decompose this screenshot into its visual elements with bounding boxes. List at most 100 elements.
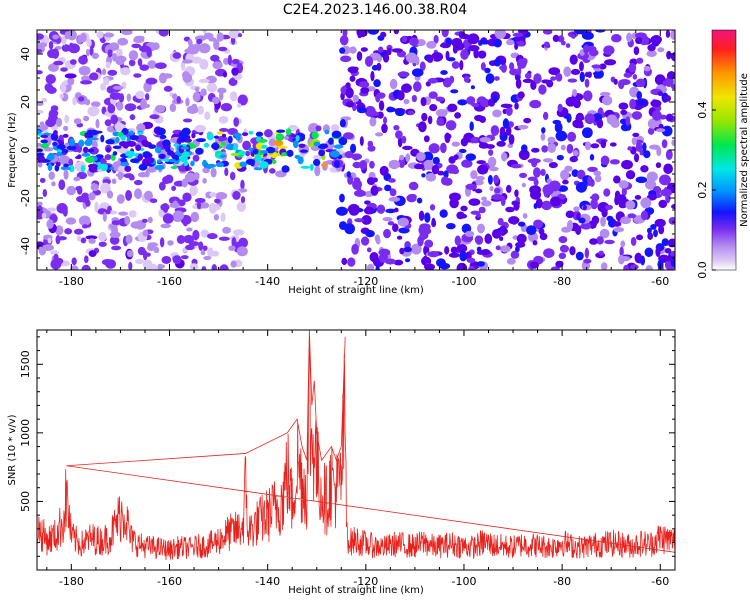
heatmap-cell <box>59 93 64 99</box>
heatmap-cell <box>392 223 399 232</box>
heatmap-cell <box>437 170 445 176</box>
heatmap-cell <box>62 133 69 138</box>
heatmap-cell <box>252 149 259 155</box>
heatmap-cell <box>60 166 67 171</box>
heatmap-cell <box>88 165 98 173</box>
heatmap-cell <box>147 144 157 149</box>
heatmap-cell <box>159 237 165 248</box>
heatmap-cell <box>192 229 200 241</box>
heatmap-cell <box>429 103 438 112</box>
heatmap-cell <box>590 143 600 149</box>
heatmap-cell <box>333 144 344 149</box>
heatmap-cell <box>572 98 581 109</box>
heatmap-cell <box>128 59 136 67</box>
heatmap-cell <box>543 248 555 258</box>
heatmap-cell <box>351 153 363 160</box>
heatmap-cell <box>476 261 485 267</box>
heatmap-cell <box>66 145 77 151</box>
heatmap-cell <box>347 257 356 267</box>
heatmap-cell <box>397 71 410 78</box>
heatmap-cell <box>494 30 507 39</box>
heatmap-cell <box>609 142 617 147</box>
heatmap-cell <box>292 140 299 149</box>
heatmap-cell <box>456 262 468 270</box>
heatmap-cell <box>344 151 354 159</box>
heatmap-cell <box>208 203 217 214</box>
heatmap-cell <box>389 78 398 90</box>
heatmap-cell <box>133 36 145 44</box>
heatmap-cell <box>339 55 352 63</box>
heatmap-cell <box>172 211 183 223</box>
snr-x-ticks: -180 -160 -140 -120 -100 -80 -60 <box>46 330 669 588</box>
heatmap-cell <box>211 142 220 150</box>
heatmap-cell <box>315 125 322 132</box>
heatmap-cell <box>513 201 520 211</box>
heatmap-cell <box>199 58 209 70</box>
heatmap-cell <box>232 190 241 200</box>
heatmap-cell <box>585 45 597 53</box>
heatmap-cell <box>411 243 422 255</box>
heatmap-cell <box>258 138 268 143</box>
heatmap-cell <box>427 115 433 125</box>
heatmap-cell <box>147 216 153 224</box>
heatmap-cell <box>540 168 546 177</box>
heatmap-cell <box>658 199 668 209</box>
heatmap-cell <box>518 40 525 47</box>
heatmap-cell <box>37 129 42 135</box>
heatmap-cell <box>70 265 79 270</box>
heatmap-cell <box>565 43 571 48</box>
heatmap-cell <box>565 210 575 219</box>
heatmap-cell <box>578 217 586 224</box>
snr-panel: -180 -160 -140 -120 -100 -80 -60 500 1000 1500 H… <box>7 329 676 596</box>
heatmap-cell <box>101 68 107 76</box>
heatmap-cell <box>239 161 247 168</box>
heatmap-cell <box>654 218 666 228</box>
heatmap-cell <box>146 47 152 58</box>
heatmap-cell <box>435 96 445 102</box>
heatmap-cell <box>451 61 460 69</box>
heatmap-cell <box>254 154 262 163</box>
heatmap-cell <box>220 212 226 222</box>
heatmap-cell <box>555 130 568 142</box>
heatmap-cell <box>181 151 190 158</box>
heatmap-cell <box>37 162 43 168</box>
heatmap-cell <box>197 105 205 115</box>
heatmap-cell <box>533 202 538 210</box>
heatmap-cell <box>647 44 656 52</box>
heatmap-cell <box>668 217 675 225</box>
heatmap-cell <box>128 50 139 61</box>
heatmap-cell <box>94 201 99 213</box>
heatmap-cell <box>530 189 542 200</box>
heatmap-cell <box>657 47 665 53</box>
heatmap-cell <box>135 258 145 265</box>
heatmap-cell <box>527 158 539 164</box>
colorbar: 0.0 0.2 0.4 Normalized spectral amplitude <box>696 29 750 279</box>
heatmap-cell <box>329 150 340 158</box>
heatmap-cell <box>41 97 48 103</box>
heatmap-cell <box>141 139 149 147</box>
heatmap-cell <box>216 32 224 42</box>
heatmap-cell <box>570 33 576 39</box>
heatmap-cell <box>589 238 598 245</box>
heatmap-cell <box>158 153 166 160</box>
heatmap-cell <box>168 158 176 163</box>
heatmap-cell <box>663 163 673 175</box>
heatmap-cell <box>137 131 144 135</box>
heatmap-cell <box>614 195 620 206</box>
heatmap-cell <box>556 154 564 161</box>
spectrogram-x-tick-label: -80 <box>553 275 571 288</box>
heatmap-cell <box>237 94 248 106</box>
heatmap-cell <box>63 169 69 180</box>
heatmap-cell <box>51 181 56 187</box>
spectrogram-x-axis-label: Height of straight line (km) <box>288 285 424 296</box>
heatmap-cell <box>581 31 594 40</box>
heatmap-cell <box>109 92 122 100</box>
heatmap-cell <box>78 215 91 226</box>
heatmap-cell <box>418 210 425 222</box>
heatmap-cell <box>198 43 211 54</box>
heatmap-cell <box>77 154 82 159</box>
heatmap-cell <box>198 241 204 251</box>
heatmap-cell <box>456 211 465 220</box>
heatmap-cell <box>195 147 204 155</box>
heatmap-cell <box>650 224 657 230</box>
